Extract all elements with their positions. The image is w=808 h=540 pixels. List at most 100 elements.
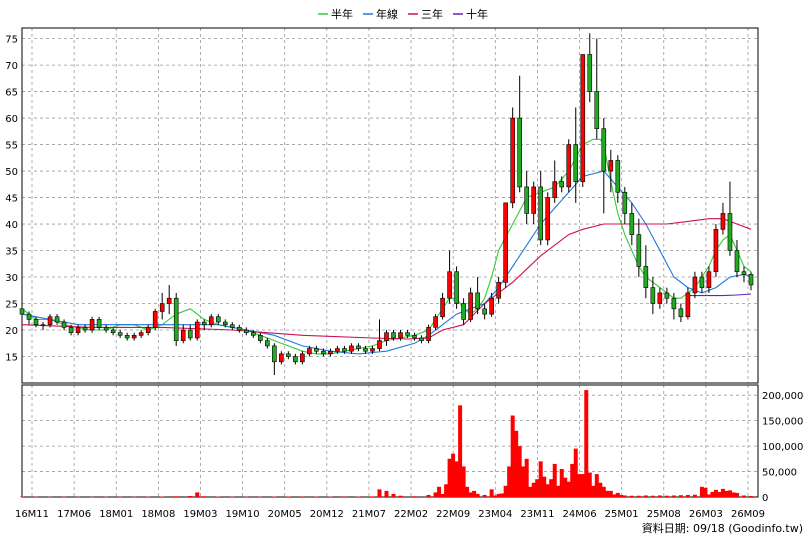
price-y-tick-label: 30 (5, 273, 18, 284)
candle-body (307, 348, 312, 355)
volume-bar (146, 496, 151, 498)
volume-bar (447, 458, 452, 497)
volume-y-tick-label: 150,000 (762, 417, 803, 428)
candle-body (244, 329, 249, 333)
candle-body (692, 276, 698, 294)
volume-bar (517, 446, 522, 497)
price-y-tick-label: 25 (5, 300, 18, 311)
candle-body (265, 340, 270, 347)
volume-bar (566, 481, 571, 497)
candle-body (293, 356, 298, 363)
candle-body (370, 348, 375, 352)
candle-body (706, 271, 712, 288)
volume-bar (76, 496, 81, 498)
x-tick-label: 26M09 (731, 509, 765, 520)
volume-bar (377, 489, 382, 497)
legend-label: 十年 (466, 7, 488, 21)
volume-bar (433, 492, 438, 497)
candle-body (384, 332, 389, 341)
price-y-tick-label: 65 (5, 88, 18, 99)
legend-label: 三年 (421, 7, 443, 21)
volume-bar (535, 479, 540, 497)
volume-bar (437, 486, 442, 497)
volume-bar (34, 496, 39, 498)
candle-body (89, 319, 95, 331)
candle-body (138, 332, 144, 336)
candle-body (215, 316, 221, 323)
candle-body (117, 332, 123, 336)
candle-body (734, 250, 740, 273)
candle-body (124, 335, 130, 339)
candle-body (622, 191, 628, 214)
candle-body (461, 303, 466, 320)
candle-body (251, 332, 256, 336)
volume-bar (748, 495, 753, 497)
volume-bar (62, 496, 67, 498)
volume-bar (619, 494, 624, 497)
candle-body (538, 186, 544, 241)
candle-body (587, 54, 593, 92)
candle-body (608, 160, 614, 172)
candle-body (454, 271, 459, 304)
volume-bar (440, 493, 445, 497)
candle-body (194, 321, 200, 339)
candle-body (201, 321, 207, 326)
candle-body (426, 327, 431, 341)
volume-bar (216, 496, 221, 497)
volume-bar (356, 496, 361, 497)
candle-body (594, 91, 600, 129)
volume-bar (258, 496, 263, 498)
volume-bar (370, 496, 375, 497)
x-tick-label: 23M11 (520, 509, 554, 520)
volume-bar (717, 491, 722, 497)
candle-body (96, 319, 102, 328)
x-tick-label: 25M08 (647, 509, 681, 520)
volume-bar (727, 490, 732, 497)
candle-body (440, 297, 445, 318)
candle-body (82, 327, 88, 331)
legend: 半年 年線 三年 十年 (318, 7, 488, 21)
volume-bar (573, 448, 578, 497)
candle-body (349, 345, 354, 352)
candle-body (180, 329, 186, 341)
candle-body (391, 332, 396, 339)
volume-bar (188, 495, 193, 497)
volume-bar (685, 494, 690, 497)
candle-body (321, 350, 326, 355)
x-tick-label: 22M09 (436, 509, 470, 520)
candle-body (482, 308, 487, 315)
candle-body (208, 316, 214, 326)
moving-average-line (687, 293, 752, 297)
candle-body (145, 327, 151, 333)
volume-bar (605, 490, 610, 497)
volume-bar (542, 476, 547, 497)
x-tick-label: 25M01 (605, 509, 639, 520)
volume-bar (451, 453, 456, 497)
candle-body (47, 316, 53, 326)
volume-bar (531, 482, 536, 497)
price-panel: 15 20 25 30 35 40 45 50 55 60 65 70 75 (5, 27, 759, 384)
candle-body (664, 292, 670, 299)
price-y-tick-label: 35 (5, 247, 18, 258)
candle-body (398, 332, 403, 339)
volume-y-tick-label: 50,000 (762, 468, 797, 479)
candle-body (545, 197, 551, 241)
volume-bar (342, 496, 347, 497)
candle-body (412, 335, 417, 339)
volume-bar (563, 477, 568, 497)
candle-body (748, 274, 754, 286)
volume-bar (496, 493, 501, 497)
candle-body (272, 345, 277, 363)
candle-body (601, 128, 607, 172)
x-tick-label: 26M03 (689, 509, 723, 520)
candle-body (159, 303, 165, 312)
volume-bar (202, 496, 207, 497)
volume-bar (706, 494, 711, 497)
volume-bar (328, 496, 333, 498)
volume-bar (398, 495, 403, 497)
candle-body (279, 353, 284, 363)
volume-bar (426, 494, 431, 497)
x-tick-label: 20M05 (268, 509, 302, 520)
candle-body (657, 292, 663, 304)
